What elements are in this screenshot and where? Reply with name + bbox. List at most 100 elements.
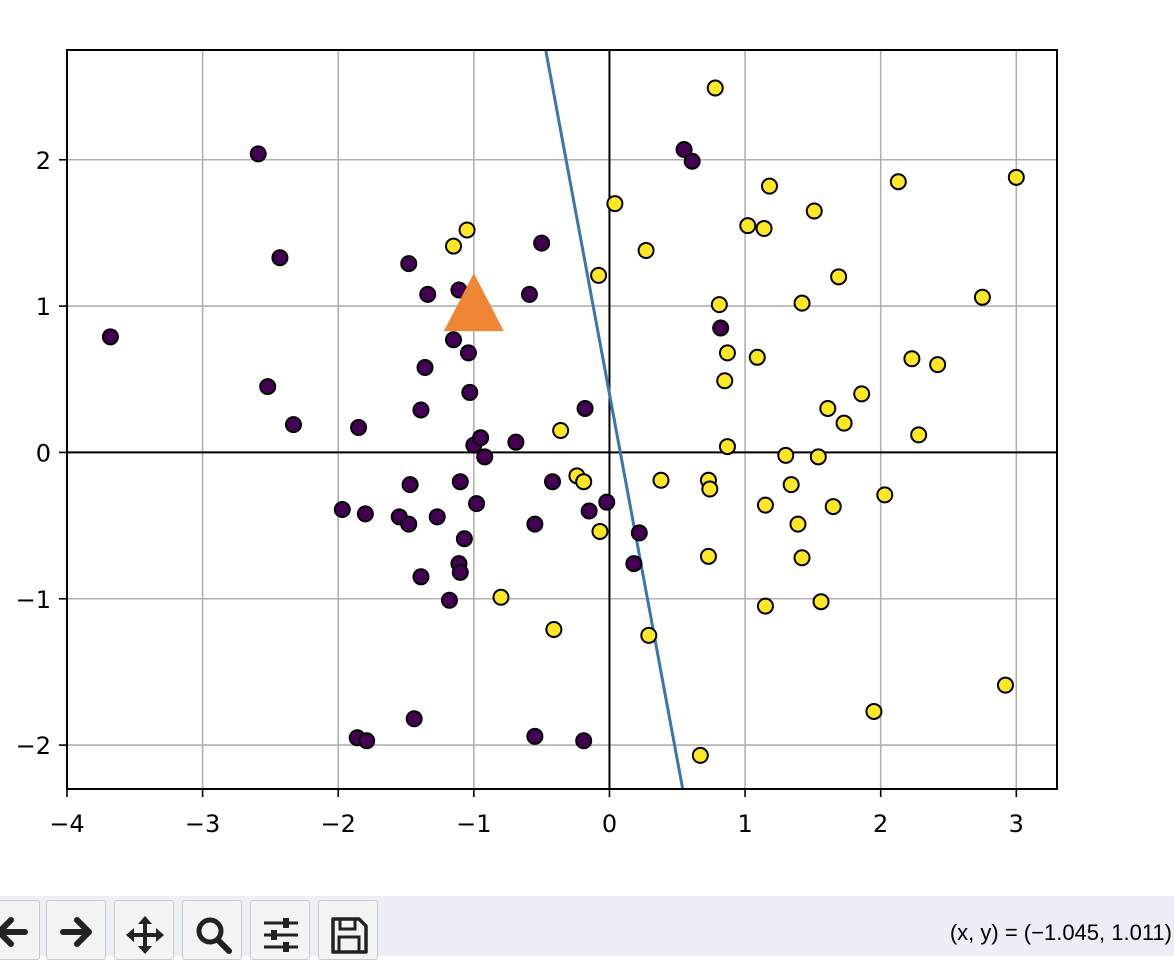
data-point-class-1 (458, 221, 476, 239)
data-point-class-0 (401, 476, 419, 494)
navigation-toolbar: (x, y) = (−1.045, 1.011) (0, 896, 1174, 960)
data-point-class-1 (929, 356, 947, 374)
cursor-coordinates: (x, y) = (−1.045, 1.011) (949, 920, 1172, 945)
data-point-class-1 (640, 626, 658, 644)
y-tick-label: 1 (36, 293, 51, 321)
data-point-class-0 (468, 495, 486, 513)
x-tick-label: −3 (185, 810, 220, 838)
data-point-class-1 (575, 473, 593, 491)
data-point-class-1 (637, 241, 655, 259)
data-point-class-0 (712, 319, 730, 337)
data-point-class-1 (701, 480, 719, 498)
pan-button[interactable] (114, 900, 174, 960)
data-point-class-1 (876, 486, 894, 504)
data-point-class-0 (451, 563, 469, 581)
data-point-class-0 (428, 508, 446, 526)
y-tick-label: −1 (16, 586, 51, 614)
forward-button[interactable] (46, 900, 106, 960)
data-point-class-0 (451, 473, 469, 491)
data-point-class-0 (350, 419, 368, 437)
data-point-class-0 (526, 515, 544, 533)
data-point-class-1 (830, 268, 848, 286)
data-point-class-1 (789, 515, 807, 533)
data-point-class-1 (819, 400, 837, 418)
data-point-class-1 (824, 498, 842, 516)
data-point-class-1 (756, 597, 774, 615)
data-point-class-0 (333, 500, 351, 518)
data-point-class-1 (805, 202, 823, 220)
data-point-class-0 (675, 141, 693, 159)
pan-icon (126, 916, 164, 954)
data-point-class-0 (625, 555, 643, 573)
data-point-class-1 (910, 426, 928, 444)
data-point-class-0 (544, 473, 562, 491)
data-point-class-0 (598, 493, 616, 511)
data-point-class-1 (739, 217, 757, 235)
save-button[interactable] (318, 900, 378, 960)
data-point-class-1 (973, 288, 991, 306)
data-point-class-1 (492, 588, 510, 606)
data-point-class-1 (903, 350, 921, 368)
x-tick-label: −4 (49, 810, 84, 838)
data-point-class-1 (793, 294, 811, 312)
data-point-class-1 (706, 79, 724, 97)
data-point-class-0 (284, 416, 302, 434)
data-point-class-0 (683, 152, 701, 170)
decision-boundary-line (544, 49, 685, 790)
x-tick-label: 1 (737, 810, 752, 838)
x-tick-label: 0 (602, 810, 617, 838)
back-button[interactable] (0, 900, 40, 960)
data-point-class-1 (889, 173, 907, 191)
data-point-class-1 (996, 676, 1014, 694)
data-point-class-0 (520, 285, 538, 303)
query-triangle-marker (443, 273, 504, 332)
data-point-class-0 (356, 505, 374, 523)
data-point-class-0 (405, 710, 423, 728)
data-points (101, 79, 1025, 764)
data-point-class-1 (812, 593, 830, 611)
data-point-class-0 (507, 433, 525, 451)
data-point-class-0 (412, 401, 430, 419)
data-point-class-0 (101, 328, 119, 346)
configure-button[interactable] (250, 900, 310, 960)
data-point-class-1 (718, 344, 736, 362)
x-tick-label: 3 (1009, 810, 1024, 838)
data-point-class-1 (809, 448, 827, 466)
data-point-class-0 (533, 234, 551, 252)
data-point-class-1 (699, 547, 717, 565)
y-tick-label: 2 (36, 147, 51, 175)
x-tick-label: −2 (321, 810, 356, 838)
save-icon (331, 917, 368, 954)
x-tick-label: −1 (456, 810, 491, 838)
data-point-class-0 (580, 502, 598, 520)
scatter-plot[interactable]: −4 −3 −2 −1 0 1 2 3 −2 −1 0 1 2 (0, 0, 1174, 890)
data-point-class-1 (716, 372, 734, 390)
data-point-class-1 (591, 522, 609, 540)
data-point-class-1 (718, 438, 736, 456)
data-point-class-1 (691, 746, 709, 764)
data-point-class-1 (445, 237, 463, 255)
data-point-class-1 (710, 296, 728, 314)
forward-icon (60, 917, 92, 947)
data-point-class-1 (755, 220, 773, 238)
data-point-class-0 (472, 429, 490, 447)
data-point-class-0 (476, 448, 494, 466)
data-point-class-0 (259, 378, 277, 396)
data-point-class-0 (416, 359, 434, 377)
zoom-button[interactable] (182, 900, 242, 960)
data-point-class-1 (793, 549, 811, 567)
data-point-class-0 (455, 530, 473, 548)
data-point-class-0 (445, 331, 463, 349)
data-point-class-0 (400, 515, 418, 533)
data-point-class-1 (652, 471, 670, 489)
back-icon (0, 917, 28, 947)
data-point-class-1 (590, 266, 608, 284)
data-point-class-1 (835, 414, 853, 432)
data-point-class-0 (271, 249, 289, 267)
zoom-icon (196, 917, 232, 954)
y-tick-label: 0 (36, 439, 51, 467)
data-point-class-0 (400, 255, 418, 273)
data-point-class-1 (760, 177, 778, 195)
data-point-class-1 (1007, 168, 1025, 186)
data-point-class-0 (576, 400, 594, 418)
